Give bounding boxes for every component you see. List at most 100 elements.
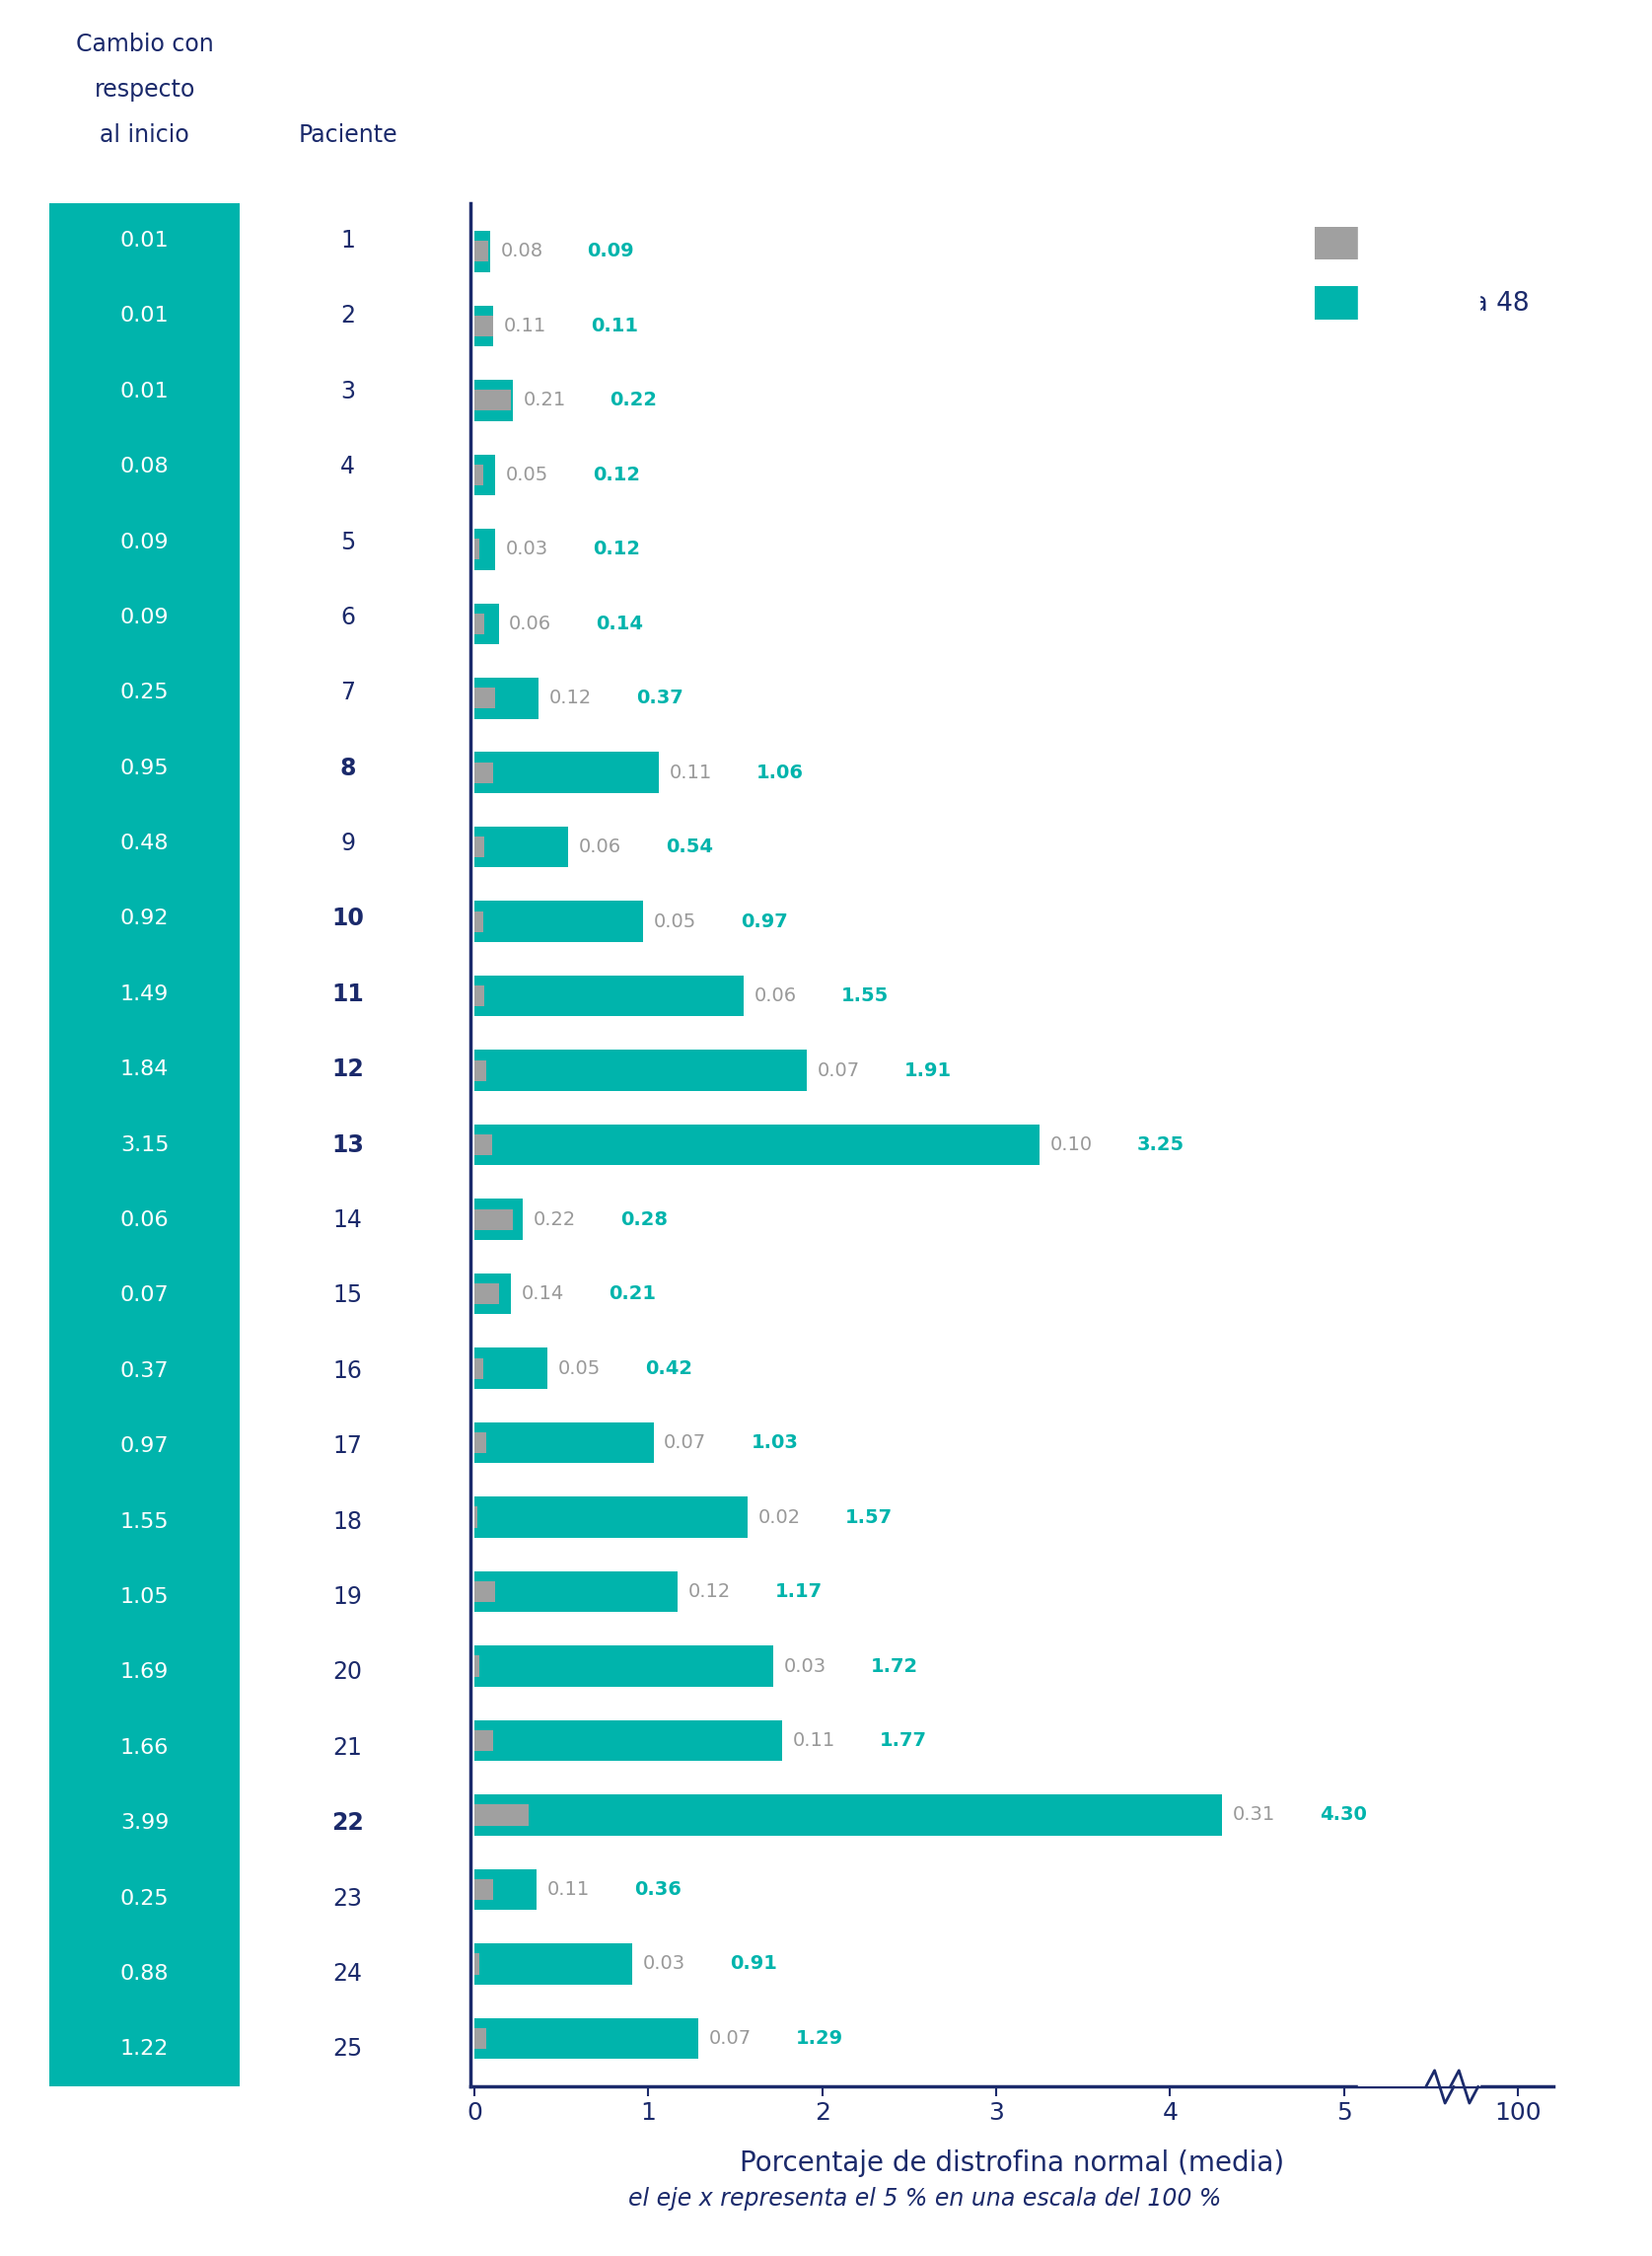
- Text: 0.07: 0.07: [664, 1433, 707, 1453]
- Text: 0.01: 0.01: [121, 381, 169, 402]
- Text: 0.21: 0.21: [524, 390, 565, 411]
- Text: 0.06: 0.06: [121, 1211, 169, 1230]
- X-axis label: Porcentaje de distrofina normal (media): Porcentaje de distrofina normal (media): [740, 2150, 1284, 2177]
- Bar: [474, 1198, 524, 1241]
- Text: 1: 1: [340, 228, 355, 253]
- Text: 0.37: 0.37: [636, 688, 684, 708]
- Text: 21: 21: [334, 1735, 362, 1760]
- Bar: [474, 975, 743, 1017]
- Text: 1.03: 1.03: [752, 1433, 798, 1453]
- Text: 1.55: 1.55: [841, 986, 889, 1006]
- Bar: [474, 539, 479, 559]
- Text: 0.37: 0.37: [121, 1360, 169, 1381]
- Bar: [1358, 203, 1480, 2087]
- Text: 1.91: 1.91: [904, 1060, 952, 1081]
- Bar: [474, 230, 491, 273]
- Text: 1.69: 1.69: [121, 1663, 169, 1683]
- Bar: [474, 751, 659, 794]
- Bar: [474, 1060, 486, 1081]
- Text: 0.12: 0.12: [689, 1581, 730, 1602]
- Text: 1.05: 1.05: [121, 1588, 169, 1606]
- Text: 3.99: 3.99: [121, 1814, 169, 1832]
- Text: 0.97: 0.97: [740, 911, 788, 932]
- Text: Cambio con: Cambio con: [76, 34, 213, 56]
- Text: 0.14: 0.14: [596, 614, 643, 634]
- Text: 0.09: 0.09: [588, 241, 634, 262]
- Bar: [474, 453, 496, 496]
- Text: 0.22: 0.22: [534, 1209, 577, 1230]
- Text: 0.14: 0.14: [522, 1284, 563, 1304]
- Text: 13: 13: [332, 1133, 363, 1157]
- Text: 0.11: 0.11: [547, 1879, 590, 1900]
- Bar: [474, 1496, 747, 1539]
- Text: 0.11: 0.11: [504, 316, 547, 336]
- Bar: [474, 528, 496, 571]
- Text: 0.05: 0.05: [506, 465, 548, 485]
- Bar: [474, 1719, 781, 1762]
- Text: 0.10: 0.10: [1051, 1135, 1092, 1155]
- Bar: [474, 1358, 482, 1378]
- Text: 18: 18: [334, 1509, 362, 1534]
- Bar: [474, 316, 494, 336]
- Text: 23: 23: [334, 1886, 362, 1911]
- Text: 0.09: 0.09: [121, 532, 169, 553]
- Bar: [474, 911, 482, 932]
- Bar: [474, 1123, 1039, 1166]
- Text: 0.36: 0.36: [634, 1879, 682, 1900]
- Text: 0.88: 0.88: [121, 1965, 169, 1983]
- Bar: [474, 602, 499, 645]
- Text: 0.08: 0.08: [501, 241, 544, 262]
- Bar: [474, 763, 494, 783]
- Text: 0.12: 0.12: [593, 539, 639, 559]
- Text: 0.91: 0.91: [730, 1954, 776, 1974]
- Text: 0.09: 0.09: [121, 607, 169, 627]
- Text: 0.92: 0.92: [121, 909, 169, 929]
- Bar: [474, 1272, 510, 1315]
- Bar: [474, 614, 484, 634]
- Text: 0.07: 0.07: [818, 1060, 859, 1081]
- Text: 16: 16: [334, 1358, 362, 1383]
- Bar: [474, 305, 494, 347]
- Bar: [474, 2017, 699, 2060]
- Text: 8: 8: [340, 756, 355, 781]
- Bar: [474, 1954, 479, 1974]
- Text: 0.11: 0.11: [669, 763, 712, 783]
- Text: 10: 10: [332, 907, 363, 932]
- Text: 1.77: 1.77: [879, 1730, 927, 1751]
- Bar: [474, 677, 539, 720]
- Text: 0.06: 0.06: [578, 837, 621, 857]
- Bar: [474, 1730, 494, 1751]
- Text: 0.02: 0.02: [758, 1507, 801, 1527]
- Text: 15: 15: [334, 1284, 362, 1308]
- Text: 0.03: 0.03: [643, 1954, 686, 1974]
- Bar: [474, 1433, 486, 1453]
- Bar: [474, 837, 484, 857]
- Bar: [474, 1209, 512, 1230]
- Text: 2: 2: [340, 305, 355, 327]
- Text: 0.22: 0.22: [610, 390, 657, 411]
- Text: 0.05: 0.05: [654, 911, 695, 932]
- Text: 0.06: 0.06: [509, 614, 552, 634]
- Text: Paciente: Paciente: [297, 124, 398, 147]
- Bar: [474, 1868, 537, 1911]
- Text: 0.03: 0.03: [506, 539, 548, 559]
- Bar: [474, 826, 568, 869]
- Bar: [474, 465, 482, 485]
- Text: 1.57: 1.57: [844, 1507, 892, 1527]
- Bar: [474, 1879, 494, 1900]
- Text: 1.84: 1.84: [121, 1060, 169, 1078]
- Text: 1.17: 1.17: [775, 1581, 823, 1602]
- Text: 1.72: 1.72: [871, 1656, 919, 1676]
- Bar: [474, 1135, 492, 1155]
- Bar: [474, 1581, 496, 1602]
- Text: 0.05: 0.05: [558, 1358, 600, 1378]
- Text: 22: 22: [332, 1812, 363, 1834]
- Text: 9: 9: [340, 832, 355, 855]
- Bar: [474, 1049, 806, 1092]
- Text: 0.01: 0.01: [121, 307, 169, 325]
- Text: 0.12: 0.12: [593, 465, 639, 485]
- Text: 1.49: 1.49: [121, 984, 169, 1004]
- Text: 3.25: 3.25: [1137, 1135, 1184, 1155]
- Text: 24: 24: [334, 1963, 362, 1985]
- Text: 1.22: 1.22: [121, 2039, 169, 2060]
